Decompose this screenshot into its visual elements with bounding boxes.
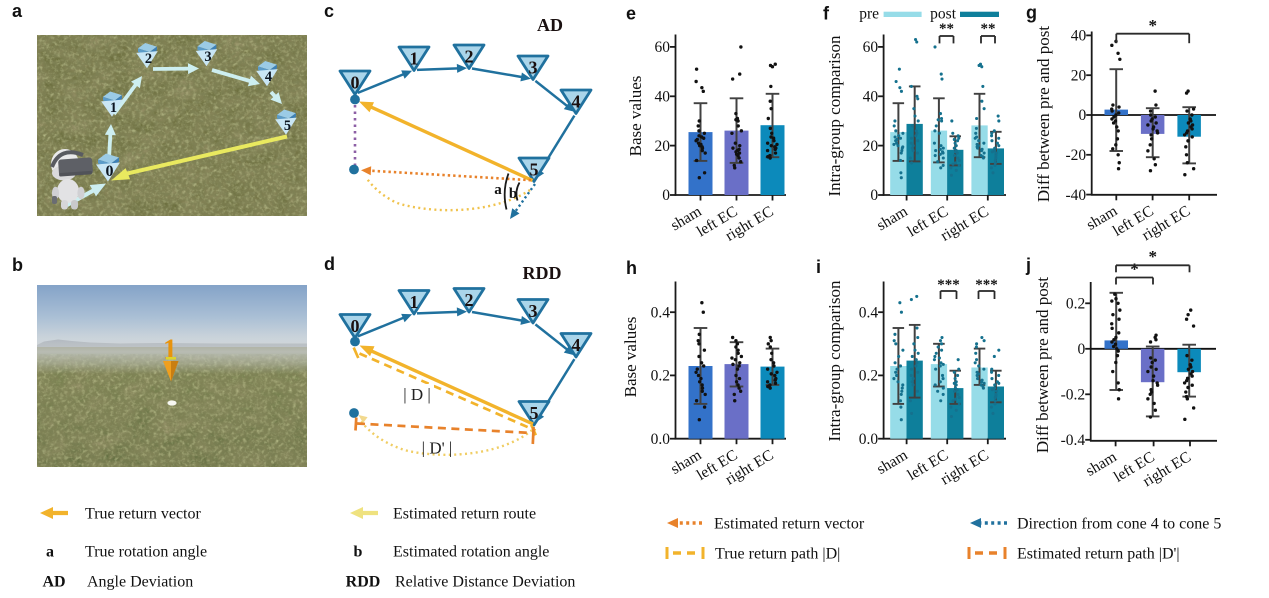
svg-text:*: * bbox=[1149, 247, 1158, 266]
svg-text:RDD: RDD bbox=[346, 574, 381, 591]
svg-text:a: a bbox=[494, 182, 502, 198]
svg-text:AD: AD bbox=[537, 15, 563, 35]
svg-text:2: 2 bbox=[465, 47, 474, 67]
svg-text:-40: -40 bbox=[1066, 187, 1087, 204]
svg-text:*: * bbox=[1149, 16, 1158, 35]
svg-text:0.2: 0.2 bbox=[1066, 296, 1085, 313]
svg-text:4: 4 bbox=[265, 69, 272, 85]
svg-text:4: 4 bbox=[572, 335, 581, 355]
svg-text:0: 0 bbox=[106, 163, 114, 180]
svg-text:-20: -20 bbox=[1066, 147, 1087, 164]
svg-text:5: 5 bbox=[530, 403, 539, 423]
svg-text:-0.2: -0.2 bbox=[1061, 387, 1086, 404]
svg-text:3: 3 bbox=[204, 49, 211, 65]
svg-text:0.4: 0.4 bbox=[859, 304, 879, 321]
svg-text:0.4: 0.4 bbox=[651, 304, 671, 321]
svg-text:Base values: Base values bbox=[621, 317, 640, 398]
svg-text:b: b bbox=[354, 544, 363, 561]
svg-text:20: 20 bbox=[1071, 67, 1087, 84]
svg-text:Diff between pre and post: Diff between pre and post bbox=[1033, 277, 1052, 454]
svg-text:***: *** bbox=[937, 277, 960, 293]
svg-text:60: 60 bbox=[863, 39, 879, 56]
svg-text:Relative Distance Deviation: Relative Distance Deviation bbox=[395, 574, 575, 591]
svg-text:a: a bbox=[46, 544, 54, 561]
svg-text:Intra-group comparison: Intra-group comparison bbox=[825, 280, 844, 441]
svg-text:g: g bbox=[1026, 3, 1037, 23]
svg-text:**: ** bbox=[939, 21, 954, 37]
svg-text:Direction from cone 4 to cone: Direction from cone 4 to cone 5 bbox=[1017, 516, 1221, 533]
svg-text:5: 5 bbox=[284, 118, 291, 134]
svg-text:Angle Deviation: Angle Deviation bbox=[87, 574, 193, 591]
svg-text:Base values: Base values bbox=[626, 76, 645, 157]
svg-text:i: i bbox=[816, 257, 821, 277]
svg-text:Intra-group comparison: Intra-group comparison bbox=[825, 35, 844, 196]
svg-text:b: b bbox=[12, 255, 23, 275]
svg-text:0.0: 0.0 bbox=[859, 431, 879, 448]
svg-text:40: 40 bbox=[1071, 28, 1087, 45]
svg-text:0.2: 0.2 bbox=[651, 368, 670, 385]
svg-text:AD: AD bbox=[42, 574, 65, 591]
svg-text:1: 1 bbox=[410, 292, 419, 312]
svg-text:Estimated return route: Estimated return route bbox=[393, 506, 536, 523]
svg-text:1: 1 bbox=[163, 335, 177, 366]
svg-text:Estimated return vector: Estimated return vector bbox=[714, 516, 865, 533]
svg-text:post: post bbox=[930, 6, 957, 23]
svg-text:h: h bbox=[626, 258, 637, 278]
svg-text:0: 0 bbox=[351, 316, 360, 336]
svg-text:0.0: 0.0 bbox=[651, 431, 671, 448]
svg-text:3: 3 bbox=[529, 58, 538, 78]
svg-text:| D |: | D | bbox=[403, 385, 431, 404]
svg-text:f: f bbox=[823, 4, 830, 24]
svg-text:1: 1 bbox=[110, 100, 117, 116]
svg-text:60: 60 bbox=[655, 39, 671, 56]
svg-text:0: 0 bbox=[351, 73, 360, 93]
svg-text:20: 20 bbox=[863, 138, 879, 155]
svg-text:0: 0 bbox=[662, 187, 670, 204]
svg-text:Diff between pre and post: Diff between pre and post bbox=[1034, 26, 1053, 203]
svg-text:3: 3 bbox=[529, 301, 538, 321]
svg-text:***: *** bbox=[975, 277, 998, 293]
svg-text:0: 0 bbox=[870, 187, 878, 204]
svg-text:1: 1 bbox=[410, 49, 419, 69]
svg-text:b: b bbox=[509, 186, 517, 202]
svg-text:Estimated rotation angle: Estimated rotation angle bbox=[393, 544, 549, 561]
svg-text:True return path |D|: True return path |D| bbox=[715, 546, 840, 563]
svg-text:True rotation angle: True rotation angle bbox=[85, 544, 207, 561]
svg-text:2: 2 bbox=[145, 51, 152, 67]
svg-text:4: 4 bbox=[572, 92, 581, 112]
svg-text:40: 40 bbox=[655, 89, 671, 106]
svg-text:RDD: RDD bbox=[523, 263, 562, 283]
svg-text:True return vector: True return vector bbox=[85, 506, 201, 523]
svg-text:c: c bbox=[324, 1, 334, 21]
svg-text:0.2: 0.2 bbox=[859, 368, 878, 385]
svg-text:Estimated return path |D'|: Estimated return path |D'| bbox=[1017, 546, 1180, 563]
svg-text:*: * bbox=[1130, 260, 1139, 279]
svg-text:| D' |: | D' | bbox=[422, 439, 453, 458]
svg-text:e: e bbox=[626, 4, 636, 24]
svg-text:20: 20 bbox=[655, 138, 671, 155]
svg-text:-0.4: -0.4 bbox=[1061, 432, 1086, 449]
svg-text:d: d bbox=[324, 254, 335, 274]
svg-text:40: 40 bbox=[863, 89, 879, 106]
svg-text:2: 2 bbox=[465, 290, 474, 310]
svg-text:0: 0 bbox=[1078, 107, 1086, 124]
svg-text:j: j bbox=[1025, 255, 1031, 275]
svg-text:0: 0 bbox=[1077, 341, 1085, 358]
svg-text:a: a bbox=[12, 1, 23, 21]
svg-text:**: ** bbox=[981, 21, 996, 37]
svg-text:pre: pre bbox=[859, 6, 879, 23]
svg-text:5: 5 bbox=[530, 160, 539, 180]
